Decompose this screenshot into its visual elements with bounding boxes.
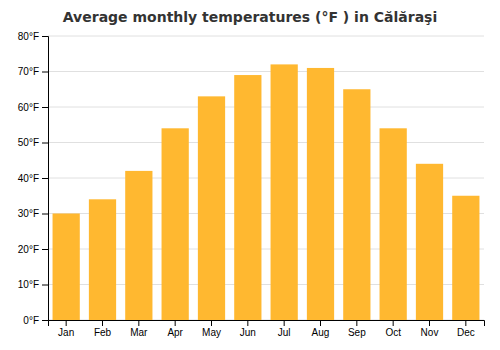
y-axis-line — [42, 37, 49, 321]
x-tick: Jun — [240, 320, 256, 338]
y-tick-label: 80°F — [18, 31, 39, 42]
y-tick-mark — [42, 143, 48, 144]
y-tick-label: 10°F — [18, 279, 39, 290]
y-tick-label: 20°F — [18, 244, 39, 255]
bar — [452, 196, 479, 320]
x-tick: Apr — [167, 320, 183, 338]
x-tick-mark — [211, 320, 212, 326]
y-tick-mark — [42, 249, 48, 250]
x-tick: May — [202, 320, 221, 338]
y-tick-mark — [42, 36, 48, 37]
y-tick-label: 30°F — [18, 208, 39, 219]
x-tick-mark — [247, 320, 248, 326]
title: Average monthly temperatures (°F ) in Că… — [63, 9, 437, 25]
y-tick: 50°F — [18, 137, 48, 148]
x-tick-label: Dec — [457, 327, 475, 338]
y-tick: 10°F — [18, 279, 48, 290]
bar — [343, 89, 370, 320]
y-tick-mark — [42, 214, 48, 215]
x-tick: Oct — [385, 320, 401, 338]
y-tick-mark — [42, 320, 48, 321]
bar — [89, 199, 116, 320]
y-tick: 60°F — [18, 102, 48, 113]
x-tick-label: May — [202, 327, 221, 338]
x-tick-mark — [429, 320, 430, 326]
x-tick-label: Jun — [240, 327, 256, 338]
y-tick-label: 60°F — [18, 102, 39, 113]
x-tick-mark — [320, 320, 321, 326]
bar — [416, 164, 443, 320]
x-tick: Feb — [94, 320, 112, 338]
bar — [125, 171, 152, 320]
x-tick: Dec — [457, 320, 475, 338]
grid-line — [48, 107, 484, 108]
x-tick: Jul — [278, 320, 291, 338]
y-tick: 20°F — [18, 244, 48, 255]
y-tick-mark — [42, 285, 48, 286]
x-tick: Jan — [58, 320, 74, 338]
chart: 0°F 10°F 20°F 30°F 40°F 50°F 60°F 70°F 80°F Jan Fe… — [0, 0, 500, 350]
x-tick-mark — [356, 320, 357, 326]
grid-line — [48, 142, 484, 143]
x-tick-mark — [393, 320, 394, 326]
x-tick: Sep — [348, 320, 366, 338]
x-axis: Jan Feb Mar Apr May Jun Jul Aug Sep Oct Nov Dec — [49, 320, 485, 338]
x-tick-mark — [175, 320, 176, 326]
y-tick-mark — [42, 72, 48, 73]
x-tick: Aug — [312, 320, 330, 338]
x-tick-label: Feb — [94, 327, 112, 338]
bar — [53, 214, 80, 321]
x-tick-label: Nov — [421, 327, 439, 338]
y-tick-label: 40°F — [18, 173, 39, 184]
x-axis-line — [49, 321, 485, 327]
bar — [198, 96, 225, 320]
grid-line — [48, 71, 484, 72]
x-tick-label: Oct — [385, 327, 401, 338]
x-tick: Mar — [130, 320, 148, 338]
y-tick: 70°F — [18, 66, 48, 77]
y-tick: 80°F — [18, 31, 48, 42]
x-tick-mark — [465, 320, 466, 326]
x-tick-label: Jul — [278, 327, 291, 338]
x-tick-label: Jan — [58, 327, 74, 338]
x-tick-mark — [66, 320, 67, 326]
y-axis: 0°F 10°F 20°F 30°F 40°F 50°F 60°F 70°F 80°F — [18, 31, 49, 326]
x-tick-label: Aug — [312, 327, 330, 338]
bar — [162, 128, 189, 320]
bar — [234, 75, 261, 320]
y-tick: 40°F — [18, 173, 48, 184]
bar — [307, 68, 334, 320]
x-tick-label: Mar — [130, 327, 148, 338]
bar — [380, 128, 407, 320]
x-tick: Nov — [421, 320, 439, 338]
y-tick-label: 50°F — [18, 137, 39, 148]
y-tick-mark — [42, 178, 48, 179]
plot: 0°F 10°F 20°F 30°F 40°F 50°F 60°F 70°F 80°F Jan Fe… — [18, 31, 485, 338]
x-tick-label: Sep — [348, 327, 366, 338]
grid-line — [48, 36, 484, 37]
y-tick-label: 70°F — [18, 66, 39, 77]
x-tick-mark — [102, 320, 103, 326]
x-tick-mark — [284, 320, 285, 326]
bars — [53, 64, 480, 320]
grid — [48, 36, 484, 320]
y-tick-label: 0°F — [23, 315, 39, 326]
y-tick: 0°F — [23, 315, 48, 326]
y-tick: 30°F — [18, 208, 48, 219]
y-tick-mark — [42, 107, 48, 108]
x-tick-label: Apr — [167, 327, 183, 338]
x-tick-mark — [138, 320, 139, 326]
bar — [271, 64, 298, 320]
